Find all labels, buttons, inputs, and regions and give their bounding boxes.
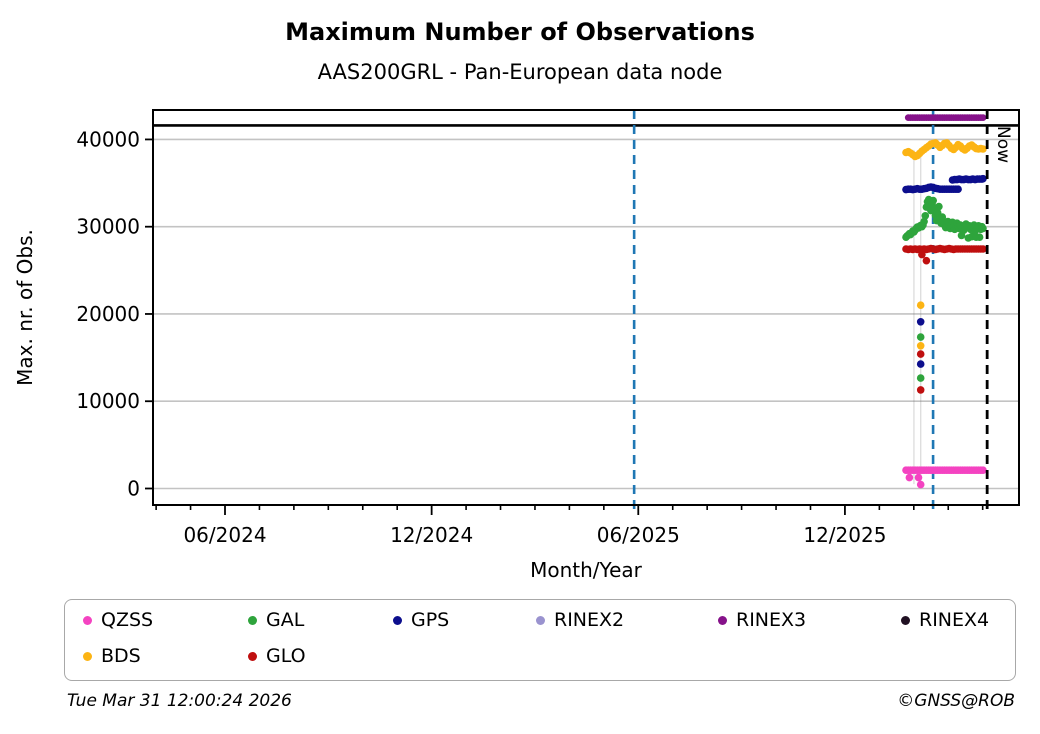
- glo-marker-icon: [248, 651, 257, 661]
- series-QZSS: [902, 466, 987, 489]
- gridlines: [153, 138, 1019, 490]
- legend-item-gal: GAL: [248, 608, 304, 632]
- legend-item-rinex4: RINEX4: [901, 608, 989, 632]
- legend-label: BDS: [101, 645, 141, 667]
- rinex3-marker-icon: [718, 615, 727, 625]
- svg-text:30000: 30000: [76, 215, 140, 239]
- rinex4-marker-icon: [901, 615, 910, 625]
- legend-label: RINEX3: [736, 609, 807, 631]
- series-RINEX3: [904, 114, 987, 121]
- legend-label: GLO: [266, 645, 306, 667]
- gal-marker-icon: [248, 615, 257, 625]
- series-BDS: [902, 139, 987, 350]
- legend-item-rinex3: RINEX3: [718, 608, 806, 632]
- legend-item-qzss: QZSS: [83, 608, 153, 632]
- svg-text:12/2024: 12/2024: [390, 523, 473, 547]
- svg-text:06/2024: 06/2024: [183, 523, 266, 547]
- legend-label: QZSS: [101, 609, 154, 631]
- svg-text:12/2025: 12/2025: [803, 523, 886, 547]
- legend-item-bds: BDS: [83, 644, 141, 668]
- plot-frame: [152, 109, 1020, 506]
- y-axis: 0 10000 20000 30000 40000: [76, 127, 153, 501]
- svg-text:20000: 20000: [76, 302, 140, 326]
- now-label: Now: [993, 126, 1013, 163]
- timestamp-text: Tue Mar 31 12:00:24 2026: [67, 691, 292, 711]
- legend-item-gps: GPS: [393, 608, 449, 632]
- svg-text:0: 0: [127, 477, 140, 501]
- svg-text:06/2025: 06/2025: [597, 523, 680, 547]
- legend-label: GPS: [411, 609, 450, 631]
- y-axis-label: Max. nr. of Obs.: [13, 229, 37, 386]
- series-GPS: [902, 174, 987, 368]
- rinex2-marker-icon: [536, 615, 545, 625]
- blue-dashed-vlines: [632, 110, 935, 511]
- legend-item-glo: GLO: [248, 644, 306, 668]
- credit-text: ©GNSS@ROB: [897, 691, 1015, 711]
- svg-text:10000: 10000: [76, 389, 140, 413]
- legend-label: GAL: [266, 609, 305, 631]
- series-GLO: [902, 244, 987, 394]
- qzss-marker-icon: [83, 615, 92, 625]
- chart-subtitle: AAS200GRL - Pan-European data node: [317, 60, 723, 84]
- x-axis: 06/2024 12/2024 06/2025 12/2025: [155, 505, 984, 547]
- legend-item-rinex2: RINEX2: [536, 608, 624, 632]
- legend-label: RINEX4: [919, 609, 990, 631]
- bds-marker-icon: [83, 651, 92, 661]
- legend: QZSS GAL GPS RINEX2 RINEX3 RINEX4 BDS GLO: [64, 599, 1016, 681]
- svg-text:40000: 40000: [76, 127, 140, 151]
- legend-label: RINEX2: [554, 609, 625, 631]
- connector-lines: [913, 149, 922, 485]
- chart-title: Maximum Number of Observations: [285, 18, 755, 46]
- x-axis-label: Month/Year: [530, 558, 643, 582]
- series-GAL: [902, 195, 987, 382]
- gps-marker-icon: [393, 615, 402, 625]
